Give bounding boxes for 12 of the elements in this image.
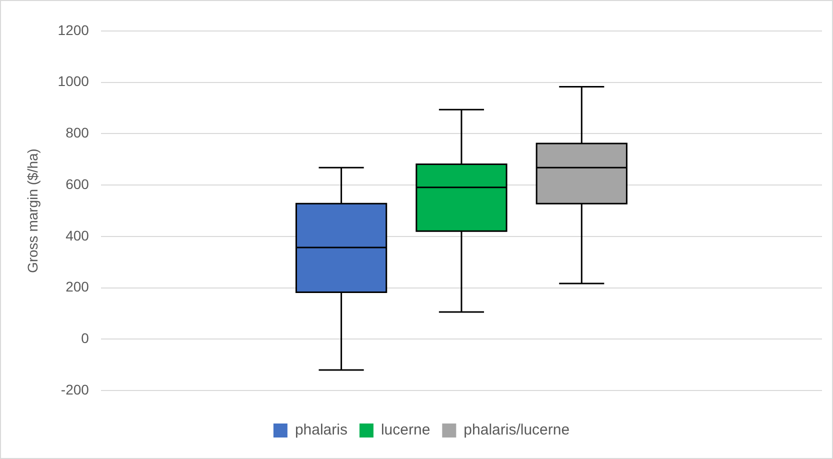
legend-label: lucerne xyxy=(380,422,430,439)
y-tick-label: 200 xyxy=(66,278,90,295)
y-tick-label: 0 xyxy=(81,330,90,346)
y-tick-label: 600 xyxy=(66,176,90,192)
y-axis-title: Gross margin ($/ha) xyxy=(24,148,40,274)
y-tick-label: 1200 xyxy=(58,22,90,38)
y-tick-label: -200 xyxy=(60,381,90,398)
y-tick-label: 400 xyxy=(66,227,90,244)
y-tick-label: 800 xyxy=(66,124,90,141)
legend-label: phalaris/lucerne xyxy=(464,422,570,439)
y-tick-label: 1000 xyxy=(58,73,90,90)
legend-label: phalaris xyxy=(294,422,348,439)
